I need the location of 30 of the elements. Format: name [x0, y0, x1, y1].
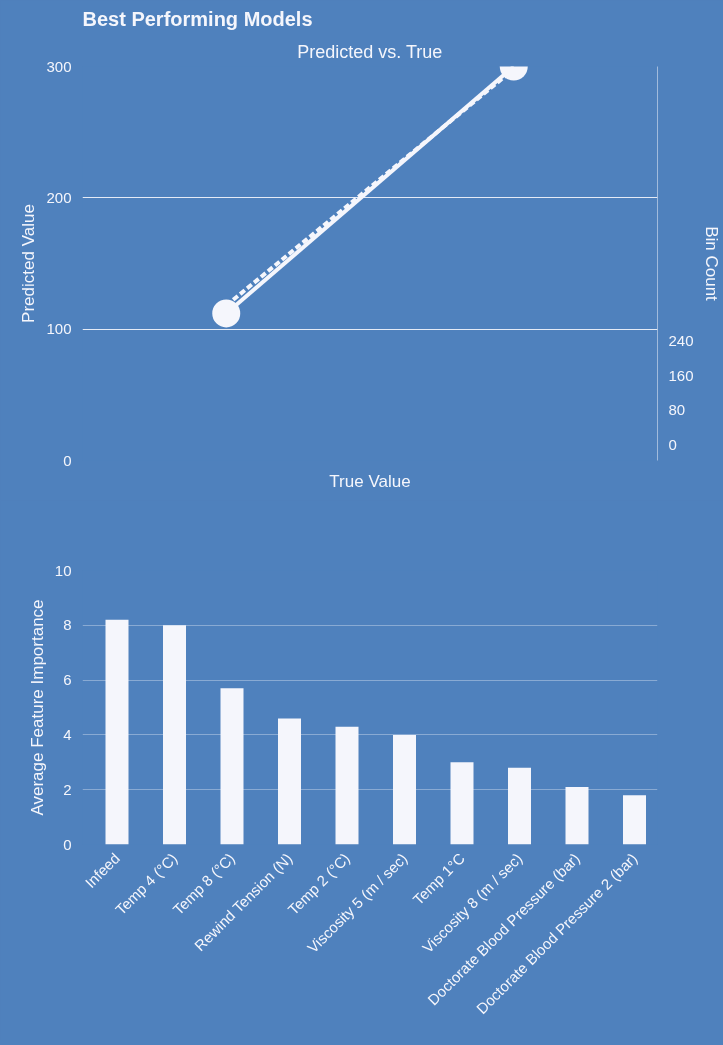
- y-axis-title: Average Feature Importance: [27, 599, 47, 816]
- y-tick-label: 6: [63, 671, 72, 689]
- bar: [450, 762, 474, 845]
- y2-tick-label: 80: [668, 401, 686, 419]
- bar: [393, 734, 416, 845]
- y-tick-label: 300: [46, 57, 72, 75]
- bar: [220, 688, 244, 845]
- chart-title: Best Performing Models: [82, 7, 313, 30]
- y2-tick-label: 160: [668, 366, 694, 384]
- y2-axis-title: Bin Count: [701, 226, 721, 302]
- y-tick-label: 100: [46, 320, 72, 338]
- y-tick-label: 10: [54, 561, 72, 579]
- y-tick-label: 200: [46, 188, 72, 206]
- x-axis-title: True Value: [329, 471, 411, 491]
- y2-tick-label: 0: [668, 435, 677, 453]
- bar: [278, 718, 301, 845]
- bar: [508, 767, 531, 845]
- y-tick-label: 8: [63, 616, 72, 634]
- y-tick-label: 0: [63, 835, 72, 853]
- y-tick-label: 4: [63, 725, 72, 743]
- y-tick-label: 0: [63, 451, 72, 469]
- y-axis-title: Predicted Value: [19, 204, 39, 323]
- bar: [335, 726, 359, 845]
- bar: [163, 625, 186, 845]
- bar: [105, 619, 129, 845]
- y2-tick-label: 240: [668, 331, 694, 349]
- bar: [623, 795, 646, 845]
- y-tick-label: 2: [63, 780, 72, 798]
- chart-subtitle: Predicted vs. True: [297, 41, 443, 62]
- bar: [565, 786, 589, 845]
